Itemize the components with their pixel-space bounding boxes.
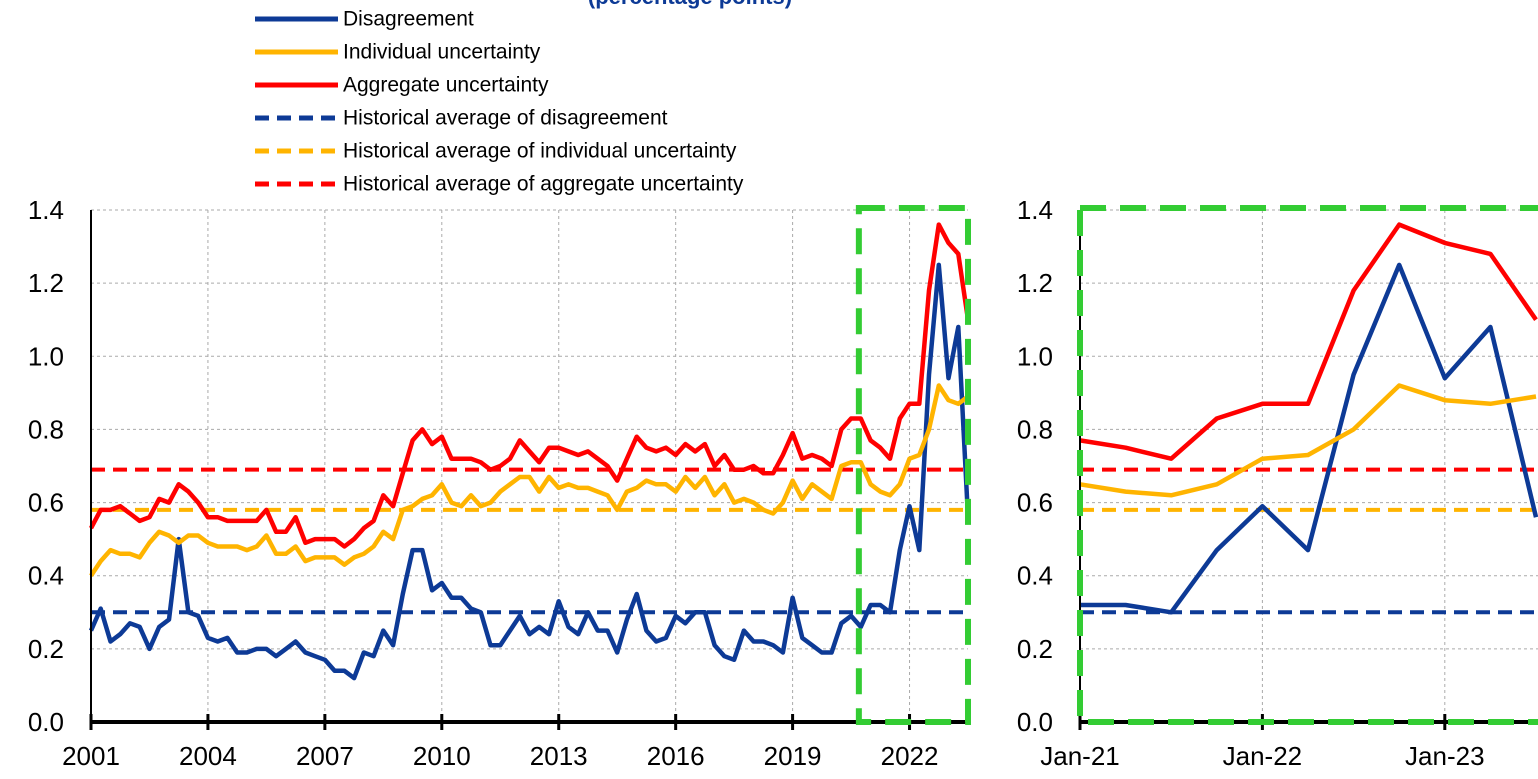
y-tick-label: 1.2: [28, 268, 64, 298]
highlight-box: [855, 205, 972, 725]
y-tick-label: 0.0: [28, 707, 64, 737]
x-tick-label: Jan-23: [1405, 741, 1485, 771]
series-line: [88, 262, 971, 681]
x-tick-label: Jan-21: [1040, 741, 1120, 771]
x-tick-label: 2016: [647, 741, 705, 771]
x-tick-label: 2004: [179, 741, 237, 771]
legend-label: Individual uncertainty: [343, 41, 541, 64]
y-tick-label: 0.0: [1017, 707, 1053, 737]
highlight-box: [1077, 205, 1538, 725]
legend-label: Aggregate uncertainty: [343, 74, 549, 97]
y-tick-label: 0.8: [1017, 414, 1053, 444]
x-tick-label: 2010: [413, 741, 471, 771]
legend-label: Disagreement: [343, 8, 474, 31]
series-line: [1079, 222, 1538, 461]
y-tick-label: 0.2: [1017, 634, 1053, 664]
x-tick-label: 2007: [296, 741, 354, 771]
legend-label: Historical average of aggregate uncertai…: [343, 173, 744, 196]
y-tick-label: 0.6: [1017, 488, 1053, 518]
series-line: [1079, 383, 1537, 498]
chart-subtitle: (percentage points): [588, 0, 792, 9]
series-line: [89, 383, 970, 577]
y-tick-label: 0.8: [28, 414, 64, 444]
series-line: [89, 222, 971, 549]
y-tick-label: 1.2: [1017, 268, 1053, 298]
x-tick-label: 2019: [764, 741, 822, 771]
y-tick-label: 0.2: [28, 634, 64, 664]
legend-label: Historical average of disagreement: [343, 107, 668, 130]
y-tick-label: 0.6: [28, 488, 64, 518]
y-tick-label: 0.4: [1017, 561, 1053, 591]
x-tick-label: Jan-22: [1223, 741, 1303, 771]
y-tick-label: 1.4: [28, 195, 64, 225]
y-tick-label: 0.4: [28, 561, 64, 591]
y-tick-label: 1.0: [28, 341, 64, 371]
x-tick-label: 2022: [881, 741, 939, 771]
y-tick-label: 1.4: [1017, 195, 1053, 225]
legend-label: Historical average of individual uncerta…: [343, 140, 737, 163]
x-tick-label: 2001: [62, 741, 120, 771]
x-tick-label: 2013: [530, 741, 588, 771]
series-line: [1080, 262, 1538, 615]
y-tick-label: 1.0: [1017, 341, 1053, 371]
